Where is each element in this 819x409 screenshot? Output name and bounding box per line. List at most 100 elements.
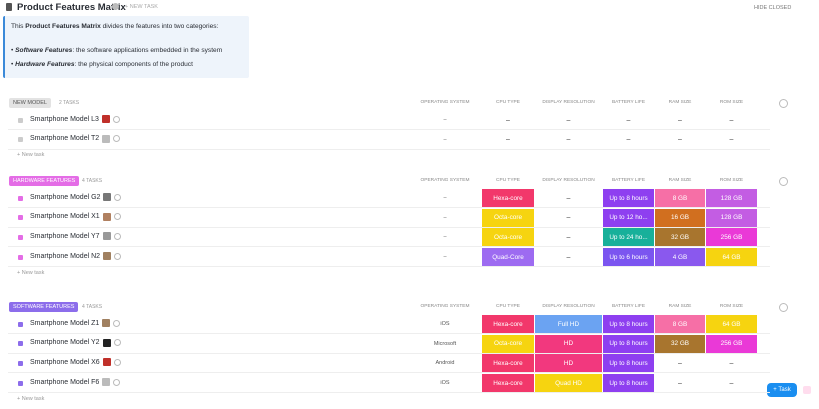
- cell[interactable]: –: [729, 116, 734, 124]
- cell[interactable]: 32 GB: [655, 334, 705, 353]
- cell[interactable]: –: [566, 214, 571, 222]
- cell[interactable]: –: [566, 233, 571, 241]
- add-task-button[interactable]: + Task: [767, 383, 797, 397]
- cell[interactable]: Up to 8 hours: [603, 189, 654, 207]
- cell[interactable]: –: [566, 194, 571, 202]
- cell[interactable]: –: [729, 136, 734, 144]
- cell[interactable]: –: [506, 136, 510, 144]
- cell[interactable]: –: [443, 195, 447, 201]
- cell[interactable]: –: [506, 116, 510, 124]
- cell[interactable]: –: [678, 116, 682, 124]
- add-column[interactable]: [779, 99, 788, 108]
- cell[interactable]: Up to 8 hours: [603, 334, 654, 353]
- cell[interactable]: –: [566, 136, 571, 144]
- cell[interactable]: Android: [435, 360, 455, 367]
- cell[interactable]: 4 GB: [655, 248, 705, 267]
- new-task[interactable]: + New task: [17, 395, 45, 402]
- cell[interactable]: iOS: [440, 380, 450, 387]
- cell[interactable]: –: [729, 359, 734, 367]
- group-tag[interactable]: SOFTWARE FEATURES: [9, 302, 79, 312]
- cell[interactable]: –: [678, 379, 682, 387]
- cell[interactable]: Up to 24 ho...: [603, 228, 654, 247]
- cell[interactable]: 32 GB: [655, 228, 705, 247]
- cell[interactable]: –: [443, 136, 447, 143]
- cell[interactable]: Microsoft: [433, 340, 457, 347]
- task-row[interactable]: Smartphone Model Z1: [30, 319, 121, 327]
- status-square[interactable]: [18, 321, 23, 327]
- task-row[interactable]: Smartphone Model T2: [30, 134, 121, 143]
- group-tag[interactable]: NEW MODEL: [9, 98, 51, 108]
- hide-closed-toggle[interactable]: HIDE CLOSED: [754, 5, 792, 11]
- cell[interactable]: Up to 8 hours: [603, 374, 654, 393]
- task-row[interactable]: Smartphone Model X1: [30, 212, 121, 221]
- apps-icon[interactable]: [803, 386, 811, 394]
- task-row[interactable]: Smartphone Model Y2: [30, 338, 121, 347]
- cell[interactable]: Up to 12 ho...: [603, 208, 654, 227]
- status-square[interactable]: [18, 234, 23, 240]
- text: This: [11, 23, 26, 30]
- cell[interactable]: iOS: [440, 321, 450, 327]
- cell[interactable]: Octa-core: [482, 208, 534, 227]
- text: : the physical components of the product: [74, 61, 193, 68]
- info-icon[interactable]: [112, 3, 119, 10]
- cell[interactable]: 16 GB: [655, 208, 705, 227]
- cell[interactable]: Quad-Core: [482, 248, 534, 267]
- task-row[interactable]: Smartphone Model F6: [30, 378, 121, 387]
- cell[interactable]: –: [566, 253, 571, 261]
- cell[interactable]: 128 GB: [706, 208, 757, 227]
- cell[interactable]: 256 GB: [706, 334, 757, 353]
- status-square[interactable]: [18, 195, 23, 201]
- task-row[interactable]: Smartphone Model X6: [30, 358, 121, 367]
- cell[interactable]: 8 GB: [655, 189, 705, 207]
- column-header: OPERATING SYSTEM: [420, 178, 470, 183]
- cell[interactable]: Up to 6 hours: [603, 248, 654, 267]
- cell[interactable]: –: [729, 379, 734, 387]
- status-square[interactable]: [18, 380, 23, 386]
- cell[interactable]: Full HD: [535, 315, 602, 333]
- cell[interactable]: Hexa-core: [482, 354, 534, 373]
- status-square[interactable]: [18, 137, 23, 143]
- cell[interactable]: Octa-core: [482, 334, 534, 353]
- new-task[interactable]: + New task: [17, 152, 45, 159]
- cell[interactable]: Hexa-core: [482, 315, 534, 333]
- cell[interactable]: Quad HD: [535, 374, 602, 393]
- cell[interactable]: Up to 8 hours: [603, 315, 654, 333]
- doc-icon: [6, 3, 12, 11]
- task-row[interactable]: Smartphone Model N2: [30, 252, 122, 261]
- cell[interactable]: –: [443, 254, 447, 261]
- add-column[interactable]: [779, 177, 788, 186]
- cell[interactable]: HD: [535, 334, 602, 353]
- task-row[interactable]: Smartphone Model Y7: [30, 232, 121, 241]
- task-row[interactable]: Smartphone Model L3: [30, 115, 120, 123]
- status-square[interactable]: [18, 341, 23, 347]
- add-column[interactable]: [779, 303, 788, 312]
- status-square[interactable]: [18, 254, 23, 260]
- cell[interactable]: –: [443, 117, 447, 123]
- description: This Product Features Matrix divides the…: [3, 16, 249, 78]
- cell[interactable]: Hexa-core: [482, 189, 534, 207]
- cell[interactable]: –: [678, 359, 682, 367]
- cell[interactable]: Up to 8 hours: [603, 354, 654, 373]
- cell[interactable]: Octa-core: [482, 228, 534, 247]
- status-square[interactable]: [18, 117, 23, 123]
- cell[interactable]: 256 GB: [706, 228, 757, 247]
- group-tag[interactable]: HARDWARE FEATURES: [9, 176, 80, 186]
- cell[interactable]: –: [443, 234, 447, 241]
- new-task[interactable]: + New task: [17, 269, 45, 276]
- task-row[interactable]: Smartphone Model G2: [30, 193, 122, 201]
- cell[interactable]: Hexa-core: [482, 374, 534, 393]
- cell[interactable]: 8 GB: [655, 315, 705, 333]
- cell[interactable]: 64 GB: [706, 315, 757, 333]
- cell[interactable]: 64 GB: [706, 248, 757, 267]
- cell[interactable]: –: [626, 116, 631, 124]
- cell[interactable]: HD: [535, 354, 602, 373]
- cell[interactable]: –: [678, 136, 682, 144]
- status-square[interactable]: [18, 215, 23, 221]
- cell[interactable]: 128 GB: [706, 189, 757, 207]
- cell[interactable]: –: [566, 116, 571, 124]
- new-task-button[interactable]: + NEW TASK: [125, 4, 158, 10]
- cell[interactable]: –: [443, 214, 447, 221]
- status-square[interactable]: [18, 360, 23, 366]
- column-header: DISPLAY RESOLUTION: [542, 178, 595, 183]
- cell[interactable]: –: [626, 136, 631, 144]
